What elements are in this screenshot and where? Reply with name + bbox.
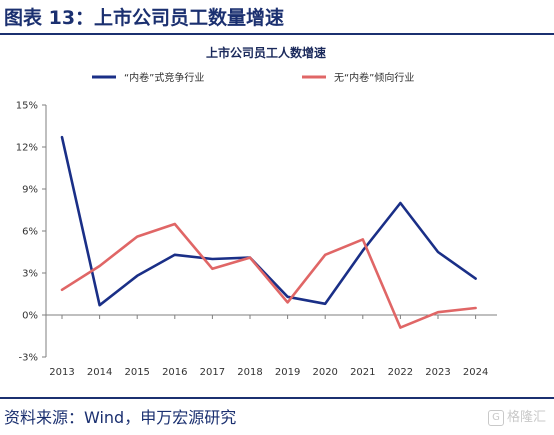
legend-label: 无“内卷”倾向行业	[334, 71, 414, 84]
x-tick-label: 2024	[463, 367, 488, 378]
figure-title: 图表 13：上市公司员工数量增速	[4, 7, 285, 29]
y-tick-label: -3%	[19, 353, 38, 364]
y-tick-label: 3%	[22, 269, 38, 280]
x-tick-label: 2017	[200, 367, 225, 378]
y-tick-label: 0%	[22, 311, 38, 322]
chart-title: 上市公司员工人数增速	[206, 45, 326, 60]
y-tick-label: 12%	[16, 143, 38, 154]
x-tick-label: 2013	[49, 367, 74, 378]
x-tick-label: 2023	[425, 367, 450, 378]
legend-label: “内卷”式竞争行业	[124, 71, 204, 84]
x-tick-label: 2019	[275, 367, 300, 378]
watermark-text: 格隆汇	[506, 410, 546, 425]
x-tick-label: 2022	[388, 367, 413, 378]
y-tick-label: 15%	[16, 101, 38, 112]
bottom-rule	[0, 397, 554, 399]
x-tick-label: 2014	[87, 367, 112, 378]
series-line-2	[60, 222, 477, 329]
legend: “内卷”式竞争行业 无“内卷”倾向行业	[92, 71, 414, 84]
x-tick-label: 2016	[162, 367, 187, 378]
x-tick-label: 2015	[124, 367, 149, 378]
y-tick-label: 9%	[22, 185, 38, 196]
watermark-logo-icon: G	[487, 409, 504, 426]
y-axis: 15% 12% 9% 6% 3% 0% -3%	[16, 101, 47, 364]
y-tick-label: 6%	[22, 227, 38, 238]
plot-area	[60, 135, 477, 329]
x-axis: 2013 2014 2015 2016 2017 2018 2019 2020 2021 2022…	[46, 314, 497, 378]
line-chart: 上市公司员工人数增速 “内卷”式竞争行业 无“内卷”倾向行业 15% 12% 9% 6%…	[16, 45, 497, 378]
top-rule	[0, 33, 554, 35]
x-tick-label: 2018	[237, 367, 262, 378]
source-note: 资料来源：Wind，申万宏源研究	[4, 408, 237, 427]
watermark: G 格隆汇	[487, 406, 546, 426]
x-tick-label: 2020	[312, 367, 337, 378]
series-line-1	[60, 135, 477, 307]
x-tick-label: 2021	[350, 367, 375, 378]
